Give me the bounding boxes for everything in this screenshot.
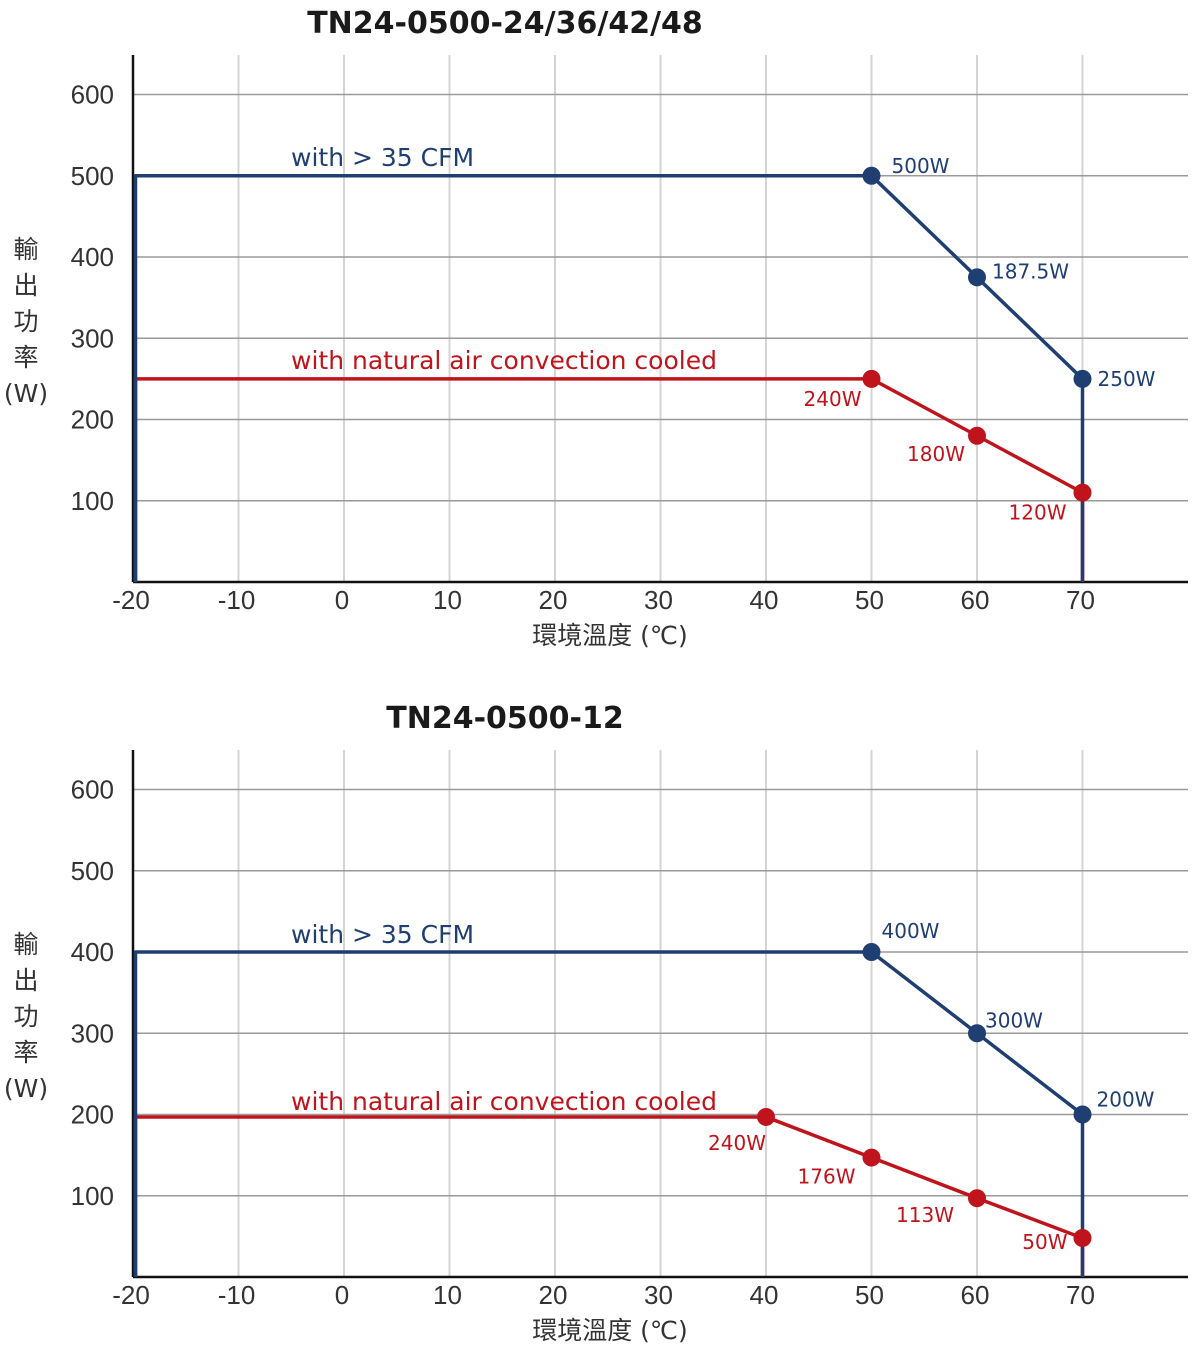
y-tick-label: 100 <box>71 486 114 516</box>
x-tick-label: 70 <box>1066 585 1095 615</box>
data-point <box>968 426 986 445</box>
x-tick-label: 50 <box>855 1280 884 1310</box>
series-line <box>133 174 1085 582</box>
x-tick-label: 60 <box>961 585 990 615</box>
x-tick-label: 30 <box>644 585 673 615</box>
y-axis-title: 輸出功率 (W) <box>4 930 48 1103</box>
x-tick-label: 50 <box>855 585 884 615</box>
data-point <box>1073 1105 1092 1124</box>
series-label: with natural air convection cooled <box>291 1087 717 1116</box>
y-axis-title-part: 輸 <box>13 235 38 264</box>
data-label: 300W <box>985 1008 1043 1032</box>
data-label: 240W <box>804 387 862 411</box>
data-label: 176W <box>798 1165 856 1189</box>
y-axis-title-part: 功 <box>13 307 38 336</box>
x-tick-label: 40 <box>750 1280 779 1310</box>
chart-title: TN24-0500-12 <box>386 701 623 736</box>
data-point <box>862 166 881 185</box>
y-tick-label: 200 <box>71 405 114 435</box>
x-tick-label: -20 <box>112 1280 150 1310</box>
y-tick-label: 400 <box>71 937 114 967</box>
x-tick-label: 40 <box>750 585 779 615</box>
data-point <box>862 1148 881 1167</box>
chart-2: TN24-0500-12 100 200 300 400 500 600 -20 -10 0 10 2… <box>4 701 1188 1345</box>
y-tick-label: 300 <box>71 323 114 353</box>
data-point <box>862 369 881 388</box>
series-label: with natural air convection cooled <box>291 346 717 375</box>
series-line <box>133 950 1085 1277</box>
data-label: 500W <box>892 154 950 178</box>
y-tick-label: 300 <box>71 1018 114 1048</box>
data-label: 200W <box>1097 1088 1155 1112</box>
data-label: 400W <box>882 919 940 943</box>
y-tick-label: 500 <box>71 856 114 886</box>
data-label: 240W <box>708 1131 766 1155</box>
data-label: 50W <box>1022 1230 1067 1254</box>
x-tick-label: -10 <box>218 1280 256 1310</box>
x-tick-label: 10 <box>433 1280 462 1310</box>
series-line <box>133 1115 1085 1277</box>
data-point <box>968 1024 986 1043</box>
chart-title: TN24-0500-24/36/42/48 <box>307 6 703 41</box>
x-tick-label: -10 <box>218 585 256 615</box>
x-tick-label: 20 <box>539 1280 568 1310</box>
data-label: 187.5W <box>992 259 1069 283</box>
x-tick-label: 70 <box>1066 1280 1095 1310</box>
x-tick-label: 60 <box>961 1280 990 1310</box>
y-axis-title-part: 出 <box>13 966 38 995</box>
data-point <box>1073 369 1092 388</box>
y-tick-label: 100 <box>71 1181 114 1211</box>
y-axis-title-part: (W) <box>4 379 48 408</box>
x-tick-label: 0 <box>335 585 349 615</box>
data-point <box>862 943 881 961</box>
y-axis-title-part: 功 <box>13 1002 38 1031</box>
series-label: with > 35 CFM <box>291 920 474 949</box>
data-point <box>1073 483 1092 502</box>
data-point <box>1073 1229 1092 1247</box>
y-axis-title-part: 輸 <box>13 930 38 959</box>
x-tick-label: 0 <box>335 1280 349 1310</box>
y-tick-label: 500 <box>71 161 114 191</box>
data-label: 113W <box>896 1203 954 1227</box>
x-tick-label: 30 <box>644 1280 673 1310</box>
data-point <box>968 268 986 287</box>
y-tick-label: 200 <box>71 1100 114 1130</box>
y-axis-title-part: 率 <box>13 1038 38 1067</box>
data-label: 180W <box>907 442 965 466</box>
y-axis-title-part: 出 <box>13 271 38 300</box>
y-tick-label: 400 <box>71 242 114 272</box>
y-axis-title-part: 率 <box>13 343 38 372</box>
chart-1: TN24-0500-24/36/42/48100200300400500600-… <box>4 6 1188 650</box>
y-axis-title-part: (W) <box>4 1074 48 1103</box>
data-point <box>757 1107 775 1126</box>
series-line <box>133 377 1085 582</box>
x-tick-label: 10 <box>433 585 462 615</box>
x-axis-title: 環境溫度 (℃) <box>532 1316 688 1345</box>
y-tick-label: 600 <box>71 80 114 110</box>
x-axis-title: 環境溫度 (℃) <box>532 621 688 650</box>
y-tick-label: 600 <box>71 775 114 805</box>
series-label: with > 35 CFM <box>291 143 474 172</box>
y-axis-title: 輸出功率 (W) <box>4 235 48 408</box>
x-tick-label: 20 <box>539 585 568 615</box>
data-point <box>968 1189 986 1208</box>
x-tick-label: -20 <box>112 585 150 615</box>
data-label: 250W <box>1098 367 1156 391</box>
data-label: 120W <box>1009 501 1067 525</box>
